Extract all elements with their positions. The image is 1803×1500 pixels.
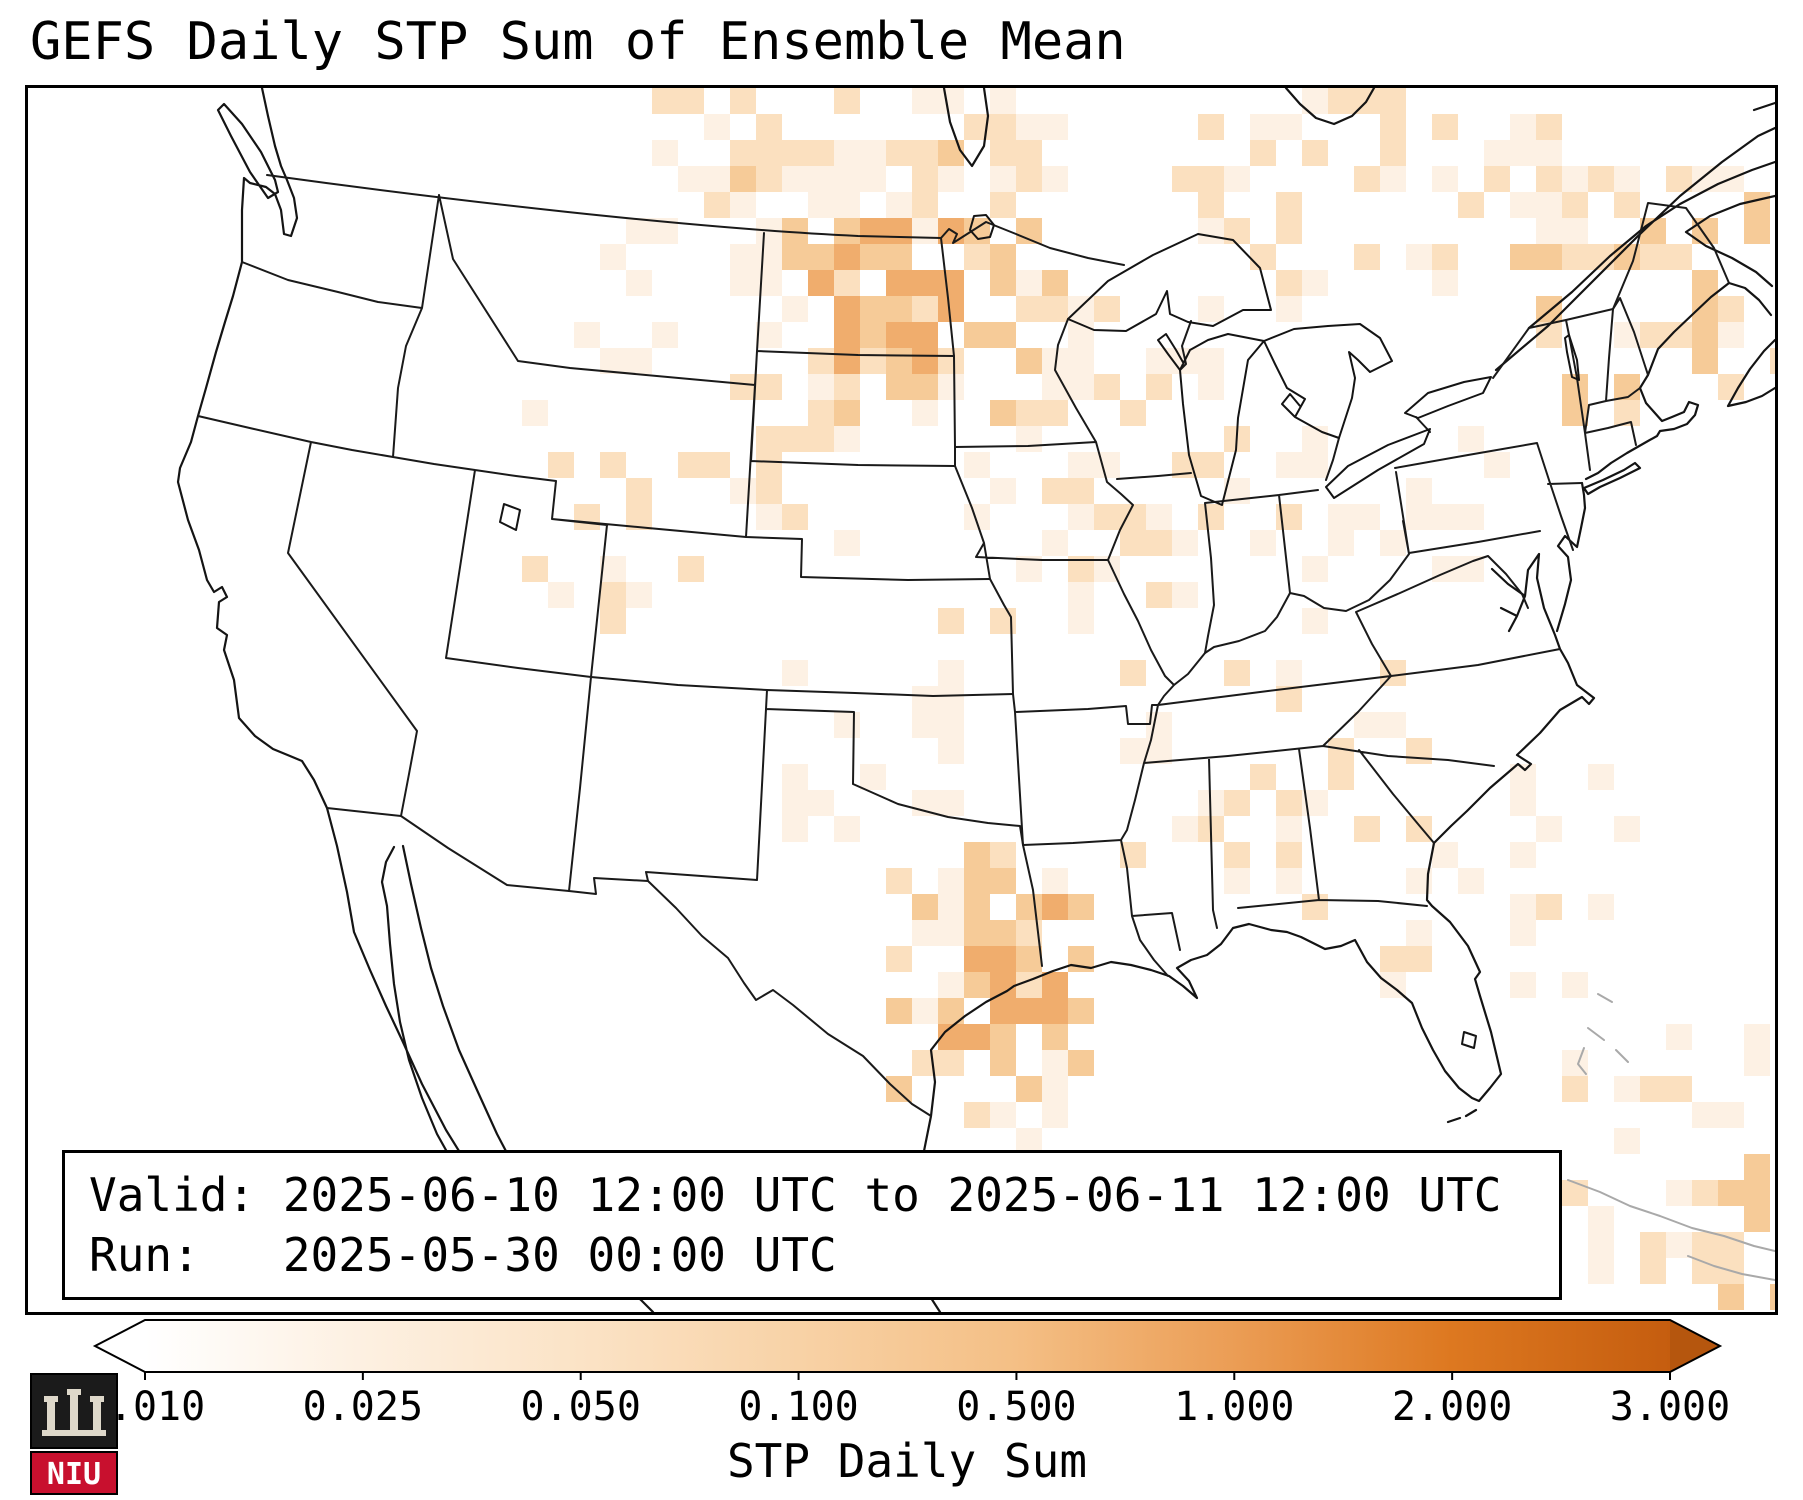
- state-boundaries-west: [197, 194, 1043, 967]
- colorbar-tick-label: 0.025: [302, 1384, 424, 1430]
- colorbar-tick-label: 1.000: [1174, 1384, 1295, 1430]
- pacific-coastline: [176, 88, 655, 1312]
- colorbar-title: STP Daily Sum: [726, 1434, 1088, 1488]
- valid-line: Valid: 2025-06-10 12:00 UTC to 2025-06-1…: [89, 1168, 1502, 1222]
- colorbar-tick-label: 0.500: [956, 1384, 1077, 1430]
- state-boundaries-central: [940, 237, 1495, 977]
- run-line: Run: 2025-05-30 00:00 UTC: [89, 1228, 837, 1282]
- cuba-bahamas-coastline: [1567, 993, 1775, 1281]
- colorbar-right-arrow: [1670, 1320, 1720, 1372]
- colorbar-tick-labels: 0.010 0.025 0.050 0.100 0.500 1.000 2.000 3.000: [65, 1384, 1745, 1434]
- lakes: [499, 214, 1580, 1049]
- colorbar-tick-label: 0.050: [520, 1384, 641, 1430]
- colorbar-left-arrow: [95, 1320, 145, 1372]
- niu-wordmark: NIU: [47, 1457, 101, 1492]
- page-title: GEFS Daily STP Sum of Ensemble Mean: [30, 12, 1126, 72]
- niu-logo: NIU: [30, 1373, 118, 1495]
- niu-banner: [30, 1451, 118, 1495]
- colorbar: [92, 1319, 1723, 1380]
- weather-map: [25, 85, 1778, 1315]
- state-boundaries-east: [1204, 297, 1649, 677]
- state-boundaries: [197, 194, 1649, 977]
- map-canvas: [176, 88, 1775, 1312]
- canada-coastline: [942, 88, 1775, 372]
- valid-run-info-box: Valid: 2025-06-10 12:00 UTC to 2025-06-1…: [62, 1150, 1562, 1300]
- great-lakes-outline: [499, 214, 1580, 1049]
- colorbar-tick-label: 3.000: [1609, 1384, 1731, 1430]
- foreign-coastlines: [1567, 993, 1775, 1281]
- niu-castle-icon: [42, 1389, 106, 1436]
- international-borders: [266, 174, 1730, 1117]
- us-canada-us-mexico-border: [266, 174, 1730, 1117]
- colorbar-gradient: [145, 1320, 1670, 1372]
- colorbar-ticks: [144, 1372, 1671, 1380]
- colorbar-tick-label: 2.000: [1391, 1384, 1513, 1430]
- colorbar-tick-label: 0.100: [738, 1384, 859, 1430]
- coastlines: [176, 88, 1775, 1312]
